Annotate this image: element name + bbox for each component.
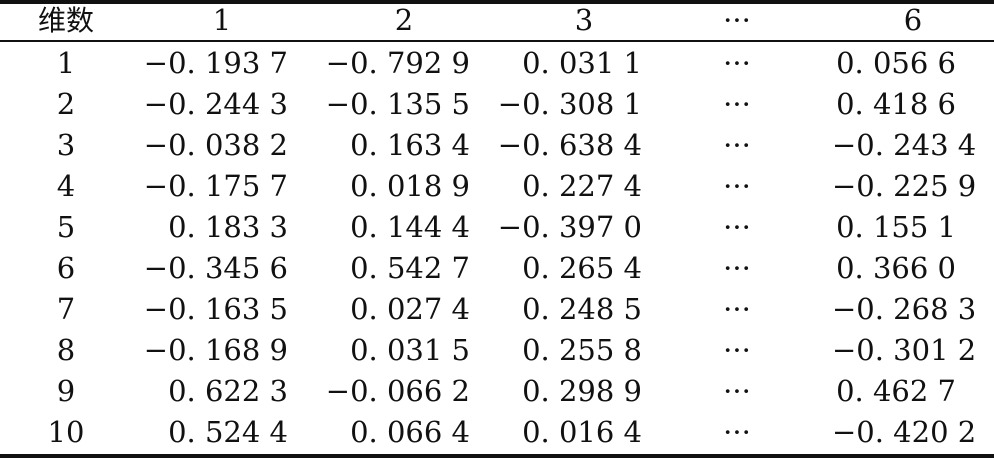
cell-value: 0. 016 4 xyxy=(522,415,642,449)
cell-value: 0. 056 6 xyxy=(836,46,956,80)
table-row: 6 −0. 345 6 0. 542 7 0. 265 4 ··· 0. 366… xyxy=(0,248,994,289)
table-row: 3 −0. 038 2 0. 163 4 −0. 638 4 ··· −0. 2… xyxy=(0,125,994,166)
row-dimension: 1 xyxy=(56,46,76,80)
cell-ellipsis: ··· xyxy=(723,415,751,449)
row-dimension: 9 xyxy=(56,374,76,408)
cell-value: 0. 144 4 xyxy=(350,210,470,244)
cell-ellipsis: ··· xyxy=(723,374,751,408)
cell-value: −0. 135 5 xyxy=(325,87,470,121)
table-row: 2 −0. 244 3 −0. 135 5 −0. 308 1 ··· 0. 4… xyxy=(0,84,994,125)
cell-value: 0. 018 9 xyxy=(350,169,470,203)
cell-value: 0. 066 4 xyxy=(350,415,470,449)
cell-value: −0. 168 9 xyxy=(143,333,288,367)
header-col-1: 1 xyxy=(212,3,232,37)
cell-value: 0. 031 1 xyxy=(522,46,642,80)
cell-ellipsis: ··· xyxy=(723,333,751,367)
cell-value: 0. 027 4 xyxy=(350,292,470,326)
cell-value: −0. 243 4 xyxy=(832,128,977,162)
cell-value: 0. 298 9 xyxy=(522,374,642,408)
table-row: 10 0. 524 4 0. 066 4 0. 016 4 ··· −0. 42… xyxy=(0,412,994,453)
cell-value: −0. 225 9 xyxy=(832,169,977,203)
cell-value: 0. 524 4 xyxy=(168,415,288,449)
cell-value: −0. 638 4 xyxy=(497,128,642,162)
table-row: 9 0. 622 3 −0. 066 2 0. 298 9 ··· 0. 462… xyxy=(0,371,994,412)
header-rule xyxy=(0,40,994,42)
cell-ellipsis: ··· xyxy=(723,169,751,203)
cell-value: −0. 792 9 xyxy=(325,46,470,80)
row-dimension: 6 xyxy=(56,251,76,285)
header-col-2: 2 xyxy=(394,3,414,37)
cell-value: −0. 301 2 xyxy=(832,333,977,367)
table-row: 8 −0. 168 9 0. 031 5 0. 255 8 ··· −0. 30… xyxy=(0,330,994,371)
row-dimension: 2 xyxy=(56,87,76,121)
cell-value: 0. 155 1 xyxy=(836,210,956,244)
row-dimension: 10 xyxy=(47,415,85,449)
cell-value: 0. 418 6 xyxy=(836,87,956,121)
cell-value: −0. 244 3 xyxy=(143,87,288,121)
cell-value: 0. 183 3 xyxy=(168,210,288,244)
table-row: 7 −0. 163 5 0. 027 4 0. 248 5 ··· −0. 26… xyxy=(0,289,994,330)
cell-value: 0. 265 4 xyxy=(522,251,642,285)
cell-value: 0. 163 4 xyxy=(350,128,470,162)
cell-value: 0. 031 5 xyxy=(350,333,470,367)
cell-value: −0. 038 2 xyxy=(143,128,288,162)
cell-value: −0. 420 2 xyxy=(832,415,977,449)
cell-value: 0. 227 4 xyxy=(522,169,642,203)
table-row: 5 0. 183 3 0. 144 4 −0. 397 0 ··· 0. 155… xyxy=(0,207,994,248)
cell-value: 0. 622 3 xyxy=(168,374,288,408)
cell-ellipsis: ··· xyxy=(723,292,751,326)
cell-value: 0. 255 8 xyxy=(522,333,642,367)
cell-value: −0. 163 5 xyxy=(143,292,288,326)
bottom-rule xyxy=(0,454,994,458)
top-rule xyxy=(0,0,994,4)
cell-value: −0. 066 2 xyxy=(325,374,470,408)
cell-value: −0. 308 1 xyxy=(497,87,642,121)
cell-value: −0. 345 6 xyxy=(143,251,288,285)
cell-ellipsis: ··· xyxy=(723,128,751,162)
cell-ellipsis: ··· xyxy=(723,251,751,285)
row-dimension: 5 xyxy=(56,210,76,244)
cell-value: −0. 175 7 xyxy=(143,169,288,203)
cell-value: −0. 193 7 xyxy=(143,46,288,80)
cell-value: 0. 462 7 xyxy=(836,374,956,408)
header-col-3: 3 xyxy=(574,3,594,37)
cell-ellipsis: ··· xyxy=(723,46,751,80)
table-row: 1 −0. 193 7 −0. 792 9 0. 031 1 ··· 0. 05… xyxy=(0,43,994,84)
row-dimension: 4 xyxy=(56,169,76,203)
cell-ellipsis: ··· xyxy=(723,87,751,121)
row-dimension: 8 xyxy=(56,333,76,367)
header-ellipsis: ··· xyxy=(723,3,751,37)
header-col-6: 6 xyxy=(903,3,923,37)
table-row: 4 −0. 175 7 0. 018 9 0. 227 4 ··· −0. 22… xyxy=(0,166,994,207)
cell-value: −0. 397 0 xyxy=(497,210,642,244)
row-dimension: 7 xyxy=(56,292,76,326)
cell-value: −0. 268 3 xyxy=(832,292,977,326)
cell-ellipsis: ··· xyxy=(723,210,751,244)
cell-value: 0. 542 7 xyxy=(350,251,470,285)
cell-value: 0. 248 5 xyxy=(522,292,642,326)
header-row: 维数 1 2 3 ··· 6 xyxy=(0,0,994,41)
header-dimension: 维数 xyxy=(37,4,94,37)
row-dimension: 3 xyxy=(56,128,76,162)
cell-value: 0. 366 0 xyxy=(836,251,956,285)
